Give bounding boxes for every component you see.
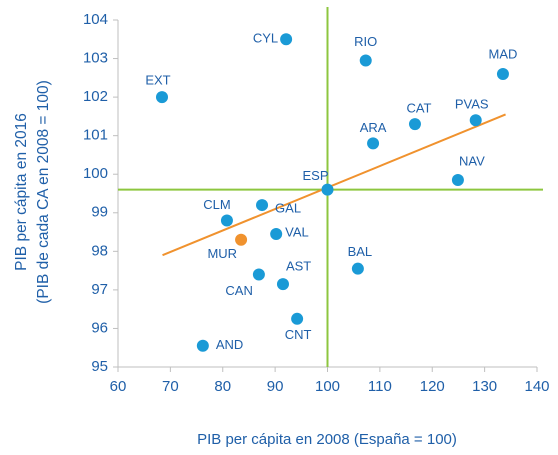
x-tick-label: 130 bbox=[472, 378, 497, 395]
point bbox=[270, 227, 283, 240]
point-label: MAD bbox=[489, 46, 518, 61]
point-label: CLM bbox=[203, 197, 230, 212]
y-tick-label: 104 bbox=[83, 11, 108, 28]
point bbox=[155, 91, 168, 104]
point-label: EXT bbox=[145, 73, 170, 88]
point bbox=[291, 312, 304, 325]
point-label: NAV bbox=[459, 153, 485, 168]
x-tick-label: 90 bbox=[267, 378, 284, 395]
y-tick-label: 98 bbox=[91, 242, 108, 259]
trend-line bbox=[162, 113, 506, 257]
point-label: VAL bbox=[285, 224, 309, 239]
point bbox=[252, 268, 265, 281]
point bbox=[280, 33, 293, 46]
point bbox=[496, 67, 509, 80]
point-label: CYL bbox=[253, 31, 278, 46]
y-axis-label: PIB per cápita en 2016 bbox=[13, 113, 30, 271]
point-label: CAT bbox=[406, 101, 431, 116]
point-label: ESP bbox=[302, 168, 328, 183]
x-tick-label: 70 bbox=[162, 378, 179, 395]
point bbox=[256, 199, 269, 212]
y-tick-label: 103 bbox=[83, 50, 108, 67]
point bbox=[469, 114, 482, 127]
point bbox=[276, 278, 289, 291]
point bbox=[321, 183, 334, 196]
point-label: AST bbox=[286, 259, 311, 274]
point bbox=[235, 233, 248, 246]
point bbox=[451, 174, 464, 187]
point bbox=[408, 118, 421, 131]
y-axis-label: (PIB de cada CA en 2008 = 100) bbox=[35, 80, 52, 304]
point-label: BAL bbox=[348, 244, 373, 259]
point-label: AND bbox=[216, 337, 243, 352]
point-label: GAL bbox=[275, 201, 301, 216]
x-tick-label: 60 bbox=[110, 378, 127, 395]
point bbox=[351, 262, 364, 275]
x-tick-label: 100 bbox=[315, 378, 340, 395]
point-label: CAN bbox=[225, 283, 252, 298]
y-tick-label: 97 bbox=[91, 281, 108, 298]
point-label: CNT bbox=[285, 327, 312, 342]
point-label: PVAS bbox=[455, 97, 489, 112]
x-axis-label: PIB per cápita en 2008 (España = 100) bbox=[197, 431, 457, 448]
point-label: RIO bbox=[354, 34, 377, 49]
y-tick-label: 95 bbox=[91, 358, 108, 375]
y-tick-label: 100 bbox=[83, 165, 108, 182]
point bbox=[220, 214, 233, 227]
point bbox=[367, 137, 380, 150]
point-label: MUR bbox=[207, 246, 237, 261]
y-tick-label: 96 bbox=[91, 319, 108, 336]
x-tick-label: 110 bbox=[368, 378, 392, 395]
x-tick-label: 140 bbox=[524, 378, 549, 395]
point-label: ARA bbox=[360, 120, 387, 135]
x-tick-label: 80 bbox=[214, 378, 231, 395]
x-tick-label: 120 bbox=[420, 378, 445, 395]
point bbox=[196, 339, 209, 352]
y-tick-label: 99 bbox=[91, 204, 108, 221]
point bbox=[359, 54, 372, 67]
y-tick-label: 101 bbox=[83, 127, 108, 144]
y-tick-label: 102 bbox=[83, 88, 108, 105]
